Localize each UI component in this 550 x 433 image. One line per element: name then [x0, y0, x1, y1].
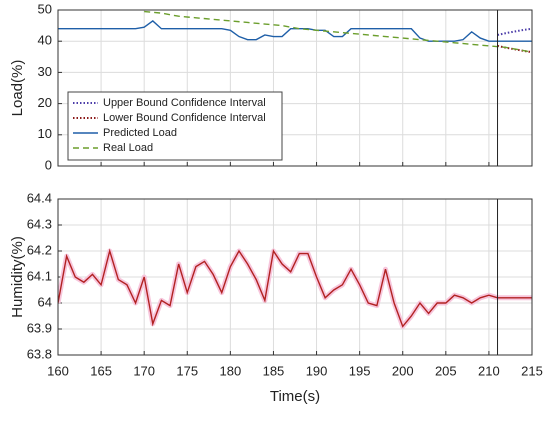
legend-box	[67, 91, 283, 161]
legend: Upper Bound Confidence Interval Lower Bou…	[67, 91, 283, 161]
x-tick-label: 185	[263, 363, 285, 378]
y-tick-label: 64.4	[27, 190, 52, 205]
y-tick-label: 63.8	[27, 346, 52, 361]
series-line	[58, 20, 532, 42]
y-tick-label: 10	[38, 126, 52, 141]
x-tick-label: 175	[176, 363, 198, 378]
y-tick-label: 64.2	[27, 242, 52, 257]
legend-label: Predicted Load	[103, 127, 177, 139]
y-tick-label: 20	[38, 95, 52, 110]
x-tick-label: 170	[133, 363, 155, 378]
x-axis-label: Time(s)	[270, 388, 320, 405]
y-tick-label: 64.3	[27, 216, 52, 231]
series-line	[144, 10, 532, 53]
series-line	[58, 248, 532, 328]
legend-label: Upper Bound Confidence Interval	[103, 97, 266, 109]
x-tick-label: 165	[90, 363, 112, 378]
y-tick-label: 40	[38, 33, 52, 48]
plot-frame	[57, 9, 533, 167]
x-tick-label: 205	[435, 363, 457, 378]
x-tick-label: 215	[521, 363, 543, 378]
y-axis-label: Load(%)	[9, 60, 26, 117]
x-tick-label: 195	[349, 363, 371, 378]
y-tick-label: 30	[38, 64, 52, 79]
plot-lines	[58, 248, 532, 329]
x-tick-label: 190	[306, 363, 328, 378]
y-axis-label: Humidity(%)	[9, 236, 26, 318]
y-tick-label: 50	[38, 1, 52, 16]
x-tick-label: 210	[478, 363, 500, 378]
plot-frame	[57, 198, 533, 356]
x-tick-label: 200	[392, 363, 414, 378]
y-tick-label: 0	[45, 157, 52, 172]
plot-lines	[58, 10, 532, 54]
x-tick-label: 180	[220, 363, 242, 378]
y-tick-label: 64	[38, 294, 52, 309]
y-tick-label: 64.1	[27, 268, 52, 283]
x-tick-label: 160	[47, 363, 69, 378]
legend-label: Real Load	[103, 142, 153, 154]
y-tick-label: 63.9	[27, 320, 52, 335]
series-line	[497, 27, 532, 36]
legend-label: Lower Bound Confidence Interval	[103, 112, 266, 124]
